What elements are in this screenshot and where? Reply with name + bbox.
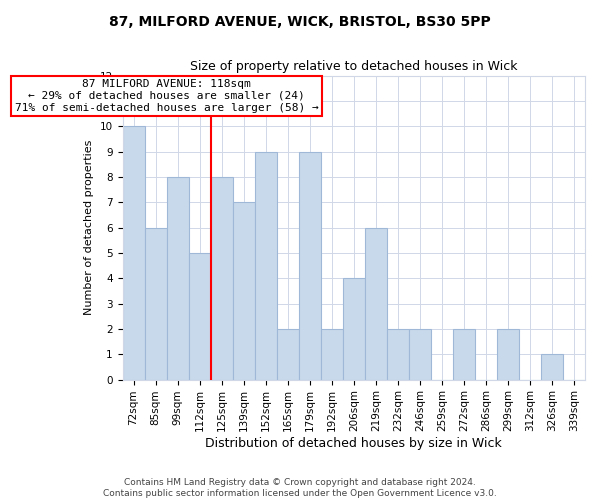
Bar xyxy=(541,354,563,380)
Bar xyxy=(343,278,365,380)
Bar xyxy=(255,152,277,380)
X-axis label: Distribution of detached houses by size in Wick: Distribution of detached houses by size … xyxy=(205,437,502,450)
Bar xyxy=(233,202,255,380)
Bar xyxy=(299,152,321,380)
Bar xyxy=(277,329,299,380)
Text: 87, MILFORD AVENUE, WICK, BRISTOL, BS30 5PP: 87, MILFORD AVENUE, WICK, BRISTOL, BS30 … xyxy=(109,15,491,29)
Text: Contains HM Land Registry data © Crown copyright and database right 2024.
Contai: Contains HM Land Registry data © Crown c… xyxy=(103,478,497,498)
Bar xyxy=(122,126,145,380)
Bar xyxy=(453,329,475,380)
Bar xyxy=(211,177,233,380)
Bar xyxy=(497,329,519,380)
Bar xyxy=(321,329,343,380)
Title: Size of property relative to detached houses in Wick: Size of property relative to detached ho… xyxy=(190,60,518,73)
Bar xyxy=(188,253,211,380)
Bar xyxy=(409,329,431,380)
Bar xyxy=(167,177,188,380)
Text: 87 MILFORD AVENUE: 118sqm
← 29% of detached houses are smaller (24)
71% of semi-: 87 MILFORD AVENUE: 118sqm ← 29% of detac… xyxy=(15,80,319,112)
Y-axis label: Number of detached properties: Number of detached properties xyxy=(84,140,94,316)
Bar xyxy=(145,228,167,380)
Bar xyxy=(365,228,387,380)
Bar xyxy=(387,329,409,380)
